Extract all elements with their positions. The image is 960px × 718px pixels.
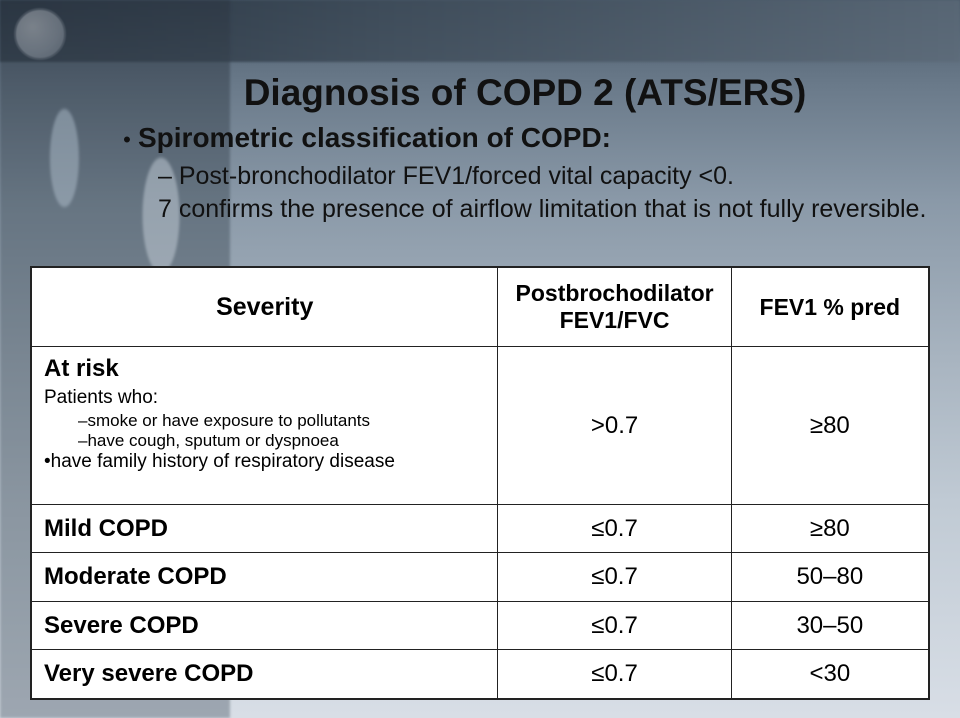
col-postbd: Postbrochodilator FEV1/FVC: [498, 268, 731, 347]
row-label: Moderate COPD: [32, 553, 498, 602]
atrisk-fev1pred: ≥80: [731, 347, 928, 504]
slide-detail-1: – Post-bronchodilator FEV1/forced vital …: [158, 162, 930, 191]
table-row: Mild COPD ≤0.7 ≥80: [32, 504, 929, 553]
atrisk-label: At risk: [44, 355, 485, 383]
table-row: Very severe COPD ≤0.7 <30: [32, 650, 929, 699]
atrisk-postbd: >0.7: [498, 347, 731, 504]
table-row: Moderate COPD ≤0.7 50–80: [32, 553, 929, 602]
row-fev1pred: 30–50: [731, 601, 928, 650]
slide-title: Diagnosis of COPD 2 (ATS/ERS): [120, 72, 930, 114]
table-row-atrisk: At risk Patients who: –smoke or have exp…: [32, 347, 929, 504]
atrisk-cell: At risk Patients who: –smoke or have exp…: [32, 347, 498, 504]
slide-content: Diagnosis of COPD 2 (ATS/ERS) • Spiromet…: [120, 72, 930, 224]
atrisk-item-2: –have cough, sputum or dyspnoea: [78, 431, 485, 451]
row-fev1pred: <30: [731, 650, 928, 699]
col-fev1pred: FEV1 % pred: [731, 268, 928, 347]
row-fev1pred: ≥80: [731, 504, 928, 553]
row-label: Mild COPD: [32, 504, 498, 553]
table-header-row: Severity Postbrochodilator FEV1/FVC FEV1…: [32, 268, 929, 347]
row-postbd: ≤0.7: [498, 553, 731, 602]
atrisk-item-1: –smoke or have exposure to pollutants: [78, 411, 485, 431]
row-postbd: ≤0.7: [498, 650, 731, 699]
slide-detail-2: 7 confirms the presence of airflow limit…: [158, 195, 930, 224]
atrisk-family: •have family history of respiratory dise…: [44, 451, 485, 473]
table-row: Severe COPD ≤0.7 30–50: [32, 601, 929, 650]
row-label: Severe COPD: [32, 601, 498, 650]
col-severity: Severity: [32, 268, 498, 347]
slide-subtitle: Spirometric classification of COPD:: [138, 122, 611, 154]
row-postbd: ≤0.7: [498, 504, 731, 553]
bullet-icon: •: [120, 127, 134, 153]
row-fev1pred: 50–80: [731, 553, 928, 602]
severity-table: Severity Postbrochodilator FEV1/FVC FEV1…: [30, 266, 930, 700]
atrisk-patients-who: Patients who:: [44, 387, 485, 409]
row-label: Very severe COPD: [32, 650, 498, 699]
row-postbd: ≤0.7: [498, 601, 731, 650]
